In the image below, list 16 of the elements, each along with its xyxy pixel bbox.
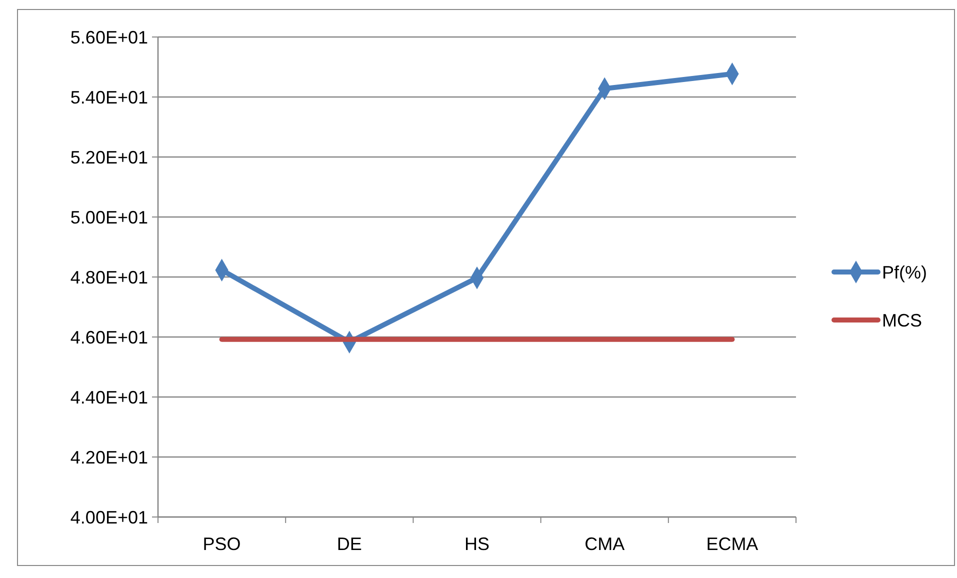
y-tick-label: 5.00E+01 bbox=[70, 207, 148, 228]
x-tick-label: HS bbox=[464, 534, 490, 554]
x-tick-label: CMA bbox=[584, 534, 625, 554]
legend-label: MCS bbox=[882, 310, 922, 330]
x-tick-label: DE bbox=[336, 534, 362, 554]
y-tick-label: 4.60E+01 bbox=[70, 327, 148, 348]
y-tick-label: 4.00E+01 bbox=[70, 507, 148, 528]
x-tick-label: ECMA bbox=[706, 534, 758, 554]
y-tick-label: 4.20E+01 bbox=[70, 447, 148, 468]
y-tick-label: 5.40E+01 bbox=[70, 87, 148, 108]
y-tick-label: 5.20E+01 bbox=[70, 147, 148, 168]
legend-label: Pf(%) bbox=[882, 262, 927, 282]
y-tick-label: 5.60E+01 bbox=[70, 27, 148, 48]
y-tick-label: 4.40E+01 bbox=[70, 387, 148, 408]
y-tick-label: 4.80E+01 bbox=[70, 267, 148, 288]
x-tick-label: PSO bbox=[202, 534, 241, 554]
